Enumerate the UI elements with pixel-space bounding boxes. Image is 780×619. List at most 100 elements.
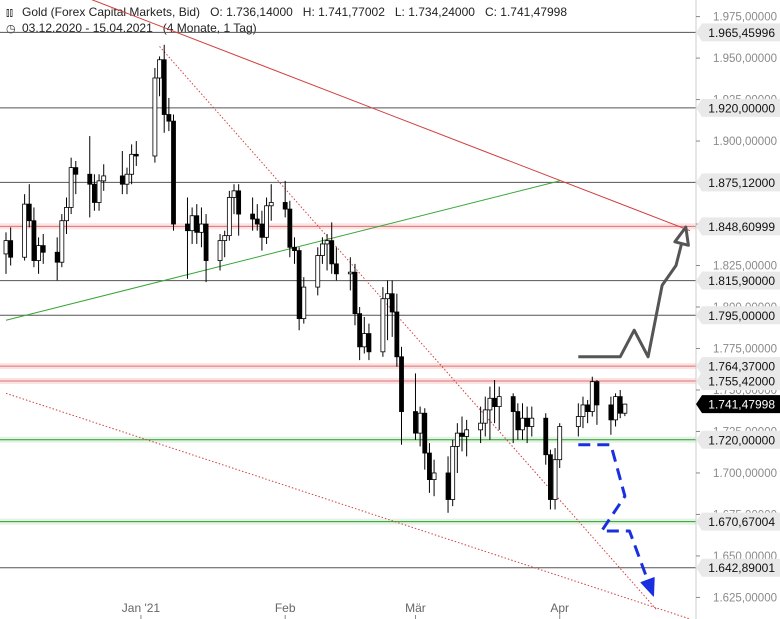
level-price-tag-text: 1.815,90000 <box>708 274 775 288</box>
candle-body <box>199 223 204 233</box>
candle-body <box>31 220 37 261</box>
candle-body <box>8 240 14 258</box>
candle-body <box>254 218 260 225</box>
candle-body <box>394 311 400 358</box>
candle-body <box>548 454 553 500</box>
chart-header-prices: ⫾⫾ Gold (Forex Capital Markets, Bid) O: 1.… <box>6 5 567 20</box>
candle-body <box>366 333 372 353</box>
candle-body <box>492 397 497 407</box>
level-price-tag-bg <box>696 217 780 236</box>
candle-body <box>613 396 618 421</box>
trend_green-line <box>5 180 560 321</box>
candle-body <box>417 412 423 434</box>
level-price-tag-text: 1.642,89001 <box>708 561 775 575</box>
candle-body <box>478 422 484 431</box>
projections <box>578 225 690 597</box>
candle-body <box>347 271 353 275</box>
level-price-tag-bg <box>696 23 780 42</box>
candle-body <box>171 120 176 225</box>
level-price-tag-bg <box>696 271 780 290</box>
candle-body <box>510 396 516 412</box>
candle-body <box>329 240 335 265</box>
candle-body <box>422 412 428 454</box>
low-price: L: 1.734,24000 <box>394 5 475 19</box>
x-tick-label: Jan '21 <box>122 601 161 615</box>
candle-body <box>524 417 530 427</box>
candle-body <box>296 250 302 320</box>
level-price-tag-text: 1.848,60999 <box>708 220 775 234</box>
level-price-tag-text: 1.720,00000 <box>708 433 775 447</box>
candle-body <box>320 243 325 256</box>
candle-body <box>64 207 69 222</box>
candle-body <box>87 173 93 185</box>
candle-body <box>385 293 390 300</box>
candle-body <box>282 202 288 210</box>
y-tick-label: 1.625,00000 <box>713 592 777 604</box>
candle-body <box>557 426 563 461</box>
y-tick-label: 1.900,00000 <box>713 136 777 148</box>
level-price-tag-bg <box>696 430 780 449</box>
candle-body <box>22 203 28 258</box>
dotted_red-line <box>5 392 691 619</box>
candle-body <box>222 235 228 242</box>
y-tick-label: 1.700,00000 <box>713 468 777 480</box>
candle-body <box>427 452 432 481</box>
candle-body <box>552 459 558 500</box>
chart-header-range: ◷ 03.12.2020 - 15.04.2021 (4 Monate, 1 Tag… <box>6 21 257 35</box>
candle-body <box>529 417 535 427</box>
candle-body <box>617 396 623 414</box>
candle-body <box>352 271 358 315</box>
level-price-tag-text: 1.875,12000 <box>708 176 775 190</box>
candle-body <box>73 167 79 175</box>
instrument-name: Gold (Forex Capital Markets, Bid) <box>22 5 201 19</box>
candle-body <box>124 173 130 185</box>
level-price-tag-text: 1.764,37000 <box>708 360 775 374</box>
candle-body <box>454 432 460 447</box>
y-tick-label: 1.950,00000 <box>713 53 777 65</box>
candle-body <box>324 240 330 245</box>
candle-body <box>482 409 488 424</box>
candle-body <box>40 245 46 253</box>
candle-body <box>194 215 200 233</box>
level-price-tag-text: 1.920,00000 <box>708 101 775 115</box>
candle-body <box>315 255 321 288</box>
candle-body <box>133 153 139 157</box>
level-price-tag-text: 1.755,42000 <box>708 374 775 388</box>
candle-body <box>399 356 404 412</box>
candle-body <box>496 396 502 407</box>
candle-body <box>36 245 41 261</box>
high-price: H: 1.741,77002 <box>302 5 385 19</box>
candle-body <box>3 240 9 255</box>
level-price-tag-bg <box>696 512 780 531</box>
candle-body <box>157 59 162 79</box>
candle-body <box>68 167 74 208</box>
period-label: (4 Monate, 1 Tag) <box>162 21 257 35</box>
candle-body <box>101 175 107 182</box>
candle-body <box>92 183 97 203</box>
candle-body <box>203 223 209 261</box>
candle-body <box>357 313 363 348</box>
candle-body <box>589 381 595 412</box>
candle-body <box>413 411 418 434</box>
candle-body <box>189 215 195 232</box>
candle-body <box>464 429 470 437</box>
level-price-tag-bg <box>696 98 780 117</box>
candle-body <box>259 223 265 238</box>
trendlines <box>5 0 691 619</box>
candle-body <box>622 403 628 414</box>
candle-body <box>287 208 293 248</box>
candle-body <box>361 333 367 348</box>
candle-body <box>54 251 60 263</box>
candle-body <box>152 77 158 157</box>
candle-body <box>543 417 549 456</box>
candle-body <box>226 197 232 237</box>
candles <box>3 44 628 513</box>
level-price-tag-bg <box>696 306 780 325</box>
level-price-tag-bg <box>696 371 780 390</box>
candle-body <box>268 202 274 207</box>
horizontal-levels <box>0 31 696 569</box>
candle-body <box>96 180 102 203</box>
candle-body <box>59 220 65 263</box>
x-tick-label: Feb <box>275 601 296 615</box>
